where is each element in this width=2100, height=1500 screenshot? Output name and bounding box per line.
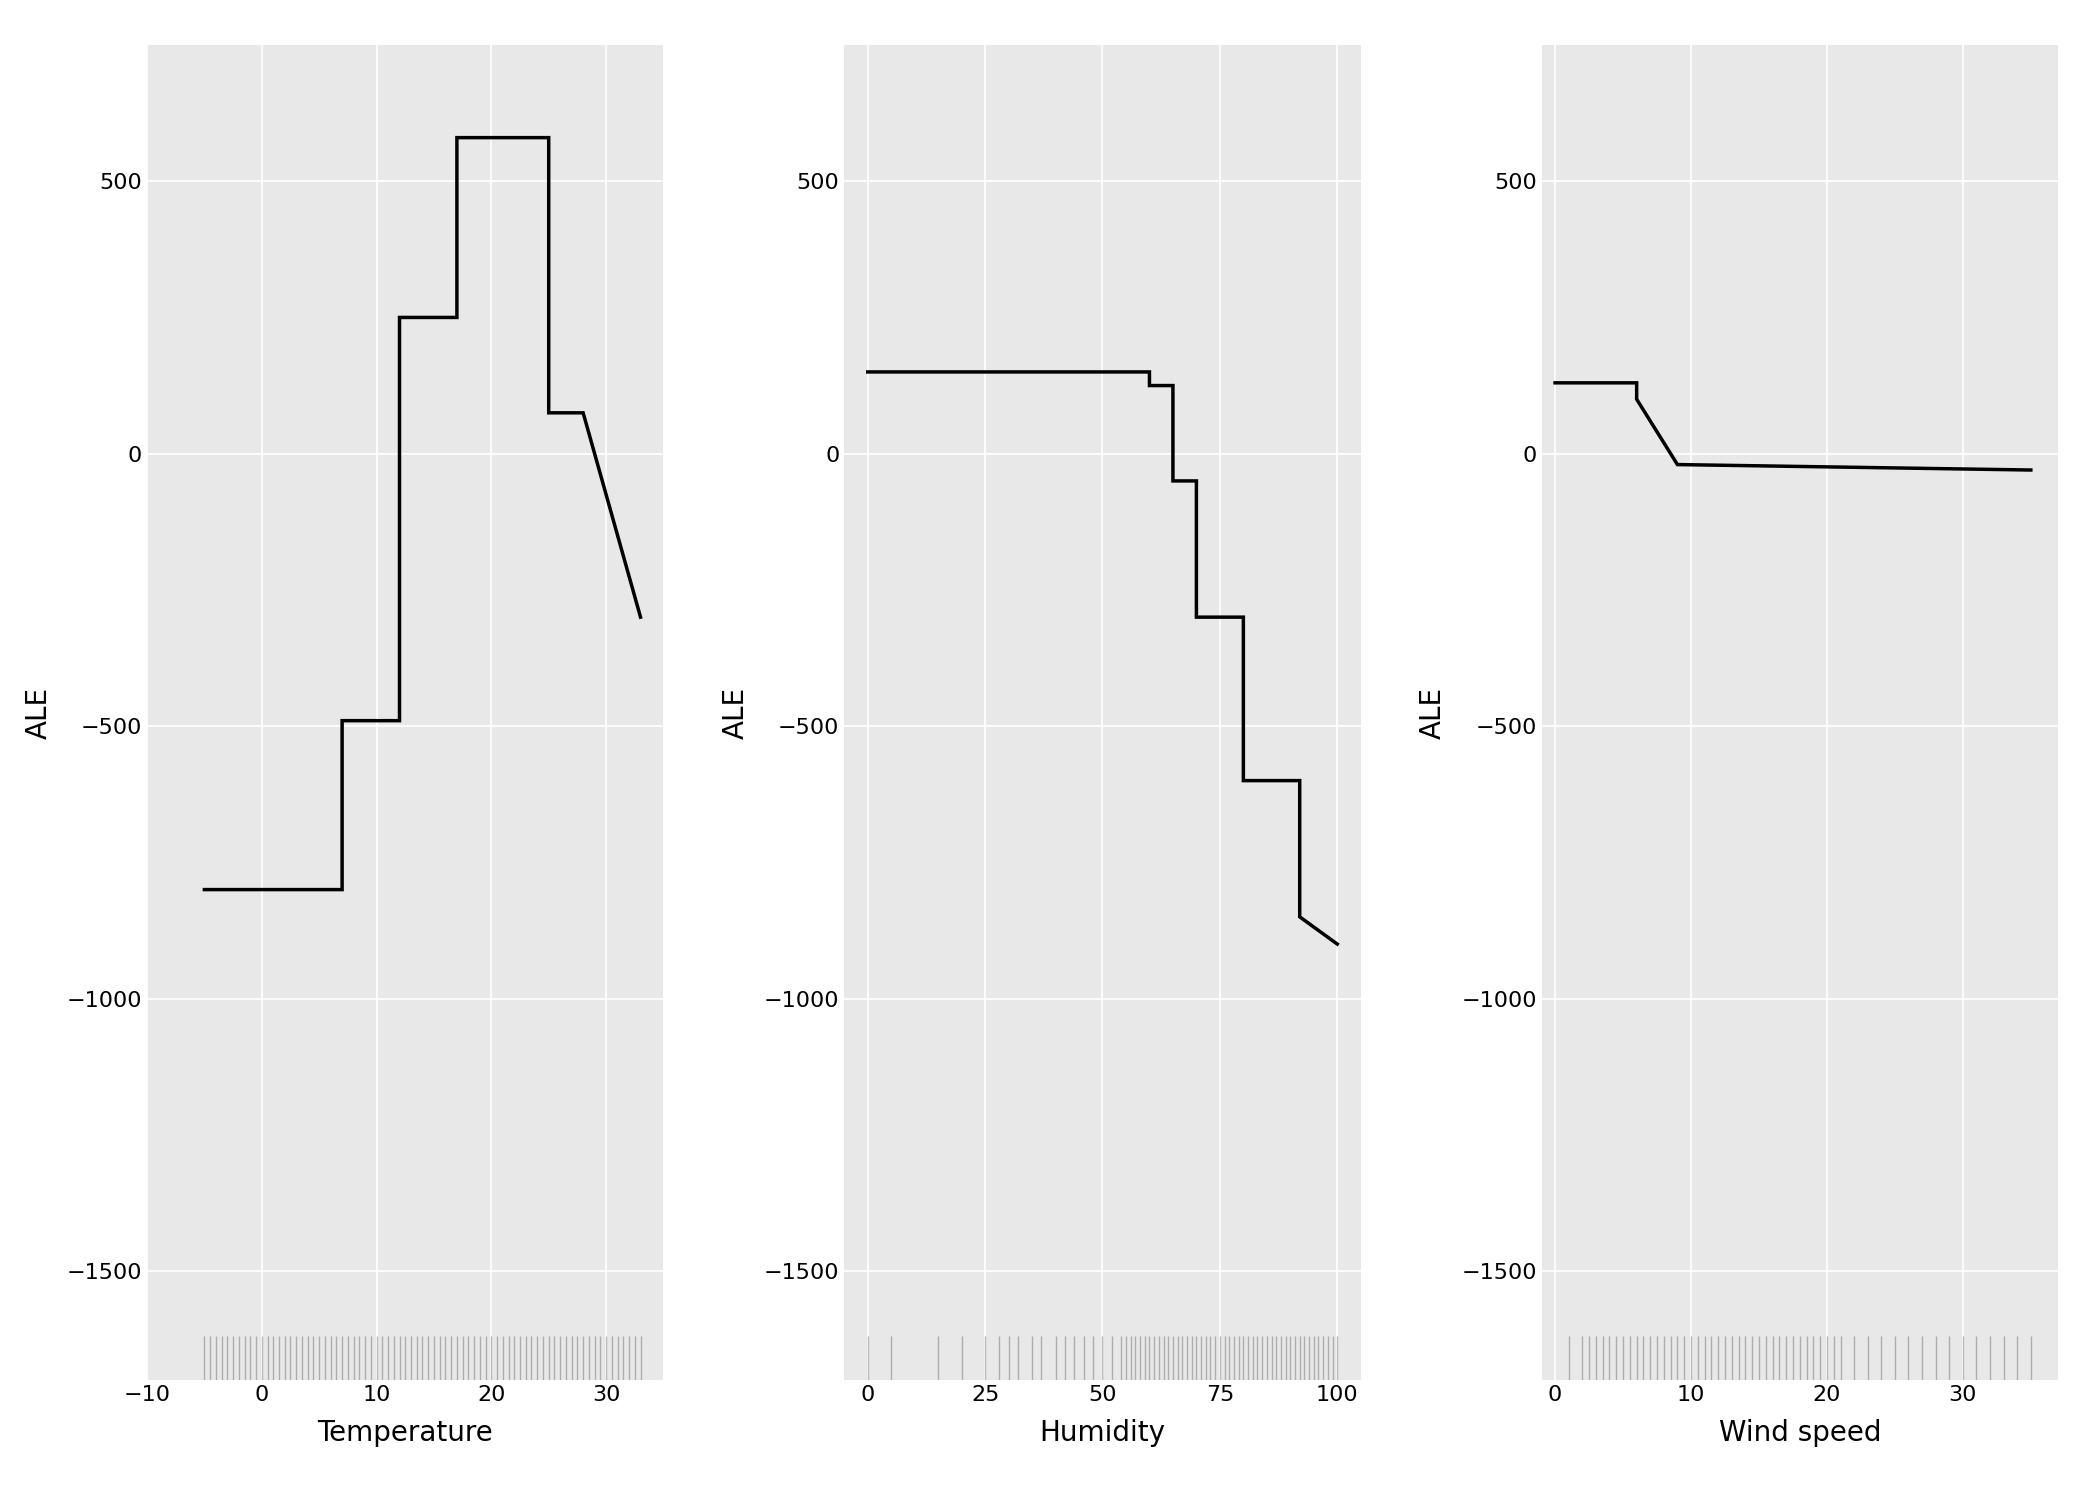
X-axis label: Temperature: Temperature (317, 1419, 493, 1446)
Y-axis label: ALE: ALE (25, 687, 52, 738)
X-axis label: Humidity: Humidity (1040, 1419, 1166, 1446)
Y-axis label: ALE: ALE (1420, 687, 1447, 738)
X-axis label: Wind speed: Wind speed (1718, 1419, 1882, 1446)
Y-axis label: ALE: ALE (722, 687, 750, 738)
